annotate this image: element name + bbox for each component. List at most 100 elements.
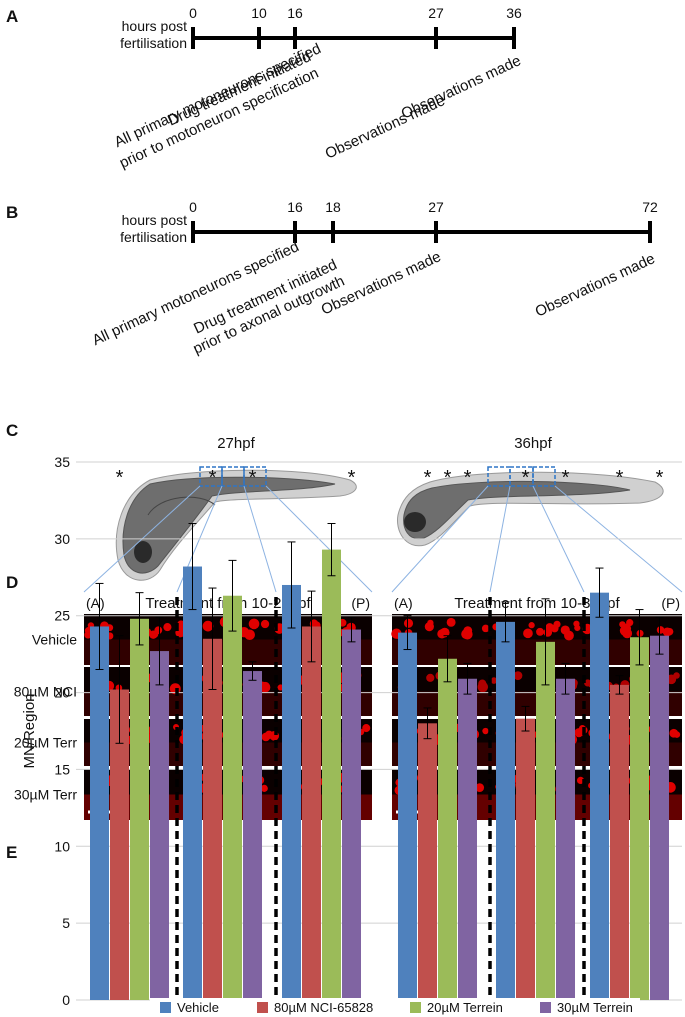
timeline-hour: 0 xyxy=(189,199,197,215)
y-tick-label: 30 xyxy=(54,531,70,547)
anterior-label: (A) xyxy=(86,595,105,611)
neuron xyxy=(426,673,435,682)
neuron xyxy=(424,622,434,632)
bar xyxy=(150,651,169,1000)
neuron xyxy=(656,626,665,634)
legend-bg xyxy=(150,998,640,1017)
significance-star: * xyxy=(444,467,452,489)
neuron xyxy=(543,628,553,637)
neuron xyxy=(362,724,371,733)
panel-label: C xyxy=(6,421,18,440)
timeline-event: Observations made xyxy=(533,250,658,320)
timeline-hour: 10 xyxy=(251,5,267,21)
timeline-axis-label: hours post xyxy=(122,18,187,34)
legend-label: 80µM NCI-65828 xyxy=(274,1000,373,1015)
panel-label: B xyxy=(6,203,18,222)
significance-star: * xyxy=(522,467,530,489)
bar xyxy=(438,658,457,1000)
significance-star: * xyxy=(348,467,356,489)
timeline-axis-label: hours post xyxy=(122,212,187,228)
neuron xyxy=(481,624,490,633)
condition-label: Vehicle xyxy=(32,632,77,648)
treatment-title: Treatment from 10-36hpf xyxy=(454,595,620,612)
bar xyxy=(183,566,202,1000)
neuron xyxy=(553,620,561,628)
panel-label: E xyxy=(6,843,17,862)
anterior-label: (A) xyxy=(394,595,413,611)
bar xyxy=(556,678,575,1000)
significance-star: * xyxy=(616,467,624,489)
stage-label: 27hpf xyxy=(217,435,255,452)
neuron xyxy=(463,626,473,635)
bar xyxy=(203,638,222,1000)
neuron xyxy=(523,628,533,639)
bar xyxy=(516,718,535,1000)
timeline-axis-label: fertilisation xyxy=(120,35,187,51)
bar xyxy=(302,626,321,1000)
significance-star: * xyxy=(562,467,570,489)
neuron xyxy=(475,783,485,793)
event-text: Observations made xyxy=(399,52,524,122)
neuron xyxy=(665,627,674,636)
neuron xyxy=(513,671,523,681)
bar xyxy=(590,592,609,1000)
bar xyxy=(398,632,417,1000)
neuron xyxy=(636,629,644,637)
legend-swatch xyxy=(410,1002,421,1013)
condition-label: 80µM NCI xyxy=(14,684,77,700)
timeline-hour: 16 xyxy=(287,5,303,21)
bar xyxy=(90,626,109,1000)
event-text: Observations made xyxy=(533,250,658,320)
neuron xyxy=(248,618,260,630)
bar xyxy=(610,684,629,1000)
bar xyxy=(130,618,149,1000)
neuron xyxy=(437,629,447,639)
timeline-hour: 16 xyxy=(287,199,303,215)
bar xyxy=(282,584,301,1000)
neuron xyxy=(560,625,570,635)
y-axis-title: MN/Region xyxy=(21,693,38,768)
posterior-label: (P) xyxy=(661,595,680,611)
bar xyxy=(496,621,515,1000)
fish-36hpf xyxy=(391,466,683,593)
significance-star: * xyxy=(116,467,124,489)
y-tick-label: 20 xyxy=(54,685,70,701)
bar xyxy=(110,689,129,1000)
timeline-hour: 27 xyxy=(428,199,444,215)
y-tick-label: 5 xyxy=(62,915,70,931)
timeline-hour: 36 xyxy=(506,5,522,21)
legend-label: 20µM Terrein xyxy=(427,1000,503,1015)
significance-star: * xyxy=(209,467,217,489)
posterior-label: (P) xyxy=(351,595,370,611)
neuron xyxy=(163,623,172,632)
significance-star: * xyxy=(656,467,664,489)
timeline-hour: 72 xyxy=(642,199,658,215)
neuron xyxy=(536,627,545,636)
event-text: All primary motoneurons specified xyxy=(112,40,324,151)
neuron xyxy=(260,619,270,629)
bar xyxy=(243,671,262,1000)
neuron xyxy=(261,732,271,742)
y-tick-label: 0 xyxy=(62,992,70,1008)
neuron xyxy=(260,784,268,792)
legend-label: Vehicle xyxy=(177,1000,219,1015)
significance-star: * xyxy=(464,467,472,489)
neuron xyxy=(446,617,456,627)
significance-star: * xyxy=(424,467,432,489)
timeline-hour: 0 xyxy=(189,5,197,21)
y-tick-label: 10 xyxy=(54,838,70,854)
legend-swatch xyxy=(257,1002,268,1013)
neuron xyxy=(626,619,634,627)
condition-label: 30µM Terr xyxy=(14,787,77,803)
neuron xyxy=(574,624,581,632)
timeline-axis-label: fertilisation xyxy=(120,229,187,245)
neuron xyxy=(202,620,214,632)
neuron xyxy=(482,727,489,735)
bar xyxy=(650,635,669,1000)
stage-label: 36hpf xyxy=(514,435,552,452)
timeline-event: All primary motoneurons specified xyxy=(112,40,324,151)
legend-label: 30µM Terrein xyxy=(557,1000,633,1015)
bar xyxy=(458,678,477,1000)
panel-label: D xyxy=(6,573,18,592)
timeline-hour: 27 xyxy=(428,5,444,21)
